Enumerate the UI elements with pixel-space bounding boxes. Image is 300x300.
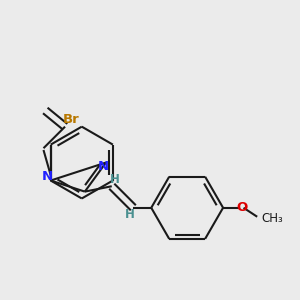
Text: CH₃: CH₃: [262, 212, 283, 225]
Text: Br: Br: [63, 113, 80, 126]
Text: N: N: [42, 170, 53, 183]
Text: N: N: [98, 160, 109, 173]
Text: H: H: [125, 208, 135, 221]
Text: O: O: [236, 201, 248, 214]
Text: H: H: [110, 173, 120, 186]
